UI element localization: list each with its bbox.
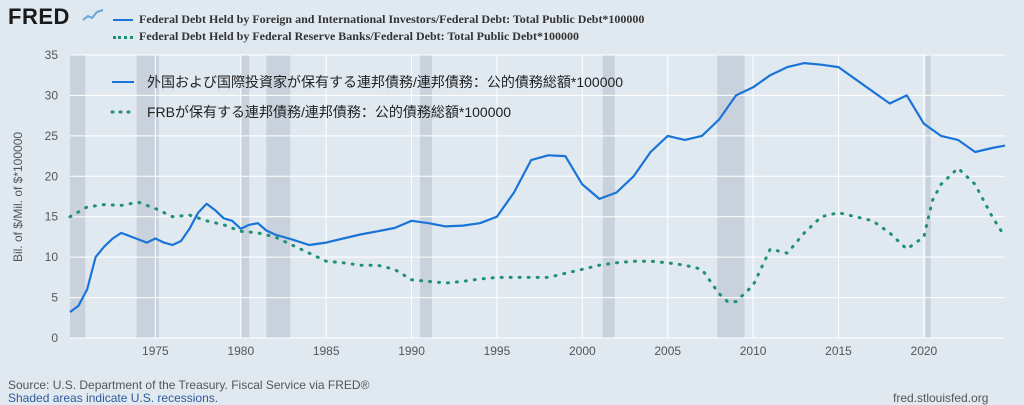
source-note: Source: U.S. Department of the Treasury.… bbox=[8, 378, 370, 392]
recession-band bbox=[240, 55, 250, 338]
legend-entry-foreign[interactable]: Federal Debt Held by Foreign and Interna… bbox=[113, 12, 644, 27]
x-tick-label: 2015 bbox=[825, 344, 852, 358]
x-tick-label: 1990 bbox=[398, 344, 425, 358]
x-tick-label: 1985 bbox=[313, 344, 340, 358]
y-tick-label: 20 bbox=[45, 169, 59, 183]
recession-band bbox=[420, 55, 433, 338]
x-tick-label: 2020 bbox=[911, 344, 938, 358]
y-tick-label: 0 bbox=[51, 331, 58, 345]
y-tick-label: 5 bbox=[51, 291, 58, 305]
legend-swatch-solid bbox=[113, 19, 133, 22]
plot-area bbox=[70, 55, 1005, 338]
recession-band bbox=[925, 55, 931, 338]
inner-legend-label-fed: FRBが保有する連邦債務/連邦債務：公的債務総額*100000 bbox=[147, 104, 511, 120]
x-tick-label: 1980 bbox=[227, 344, 254, 358]
legend-label-fed: Federal Debt Held by Federal Reserve Ban… bbox=[139, 29, 579, 43]
x-tick-label: 1975 bbox=[142, 344, 169, 358]
inner-legend: 外国および国際投資家が保有する連邦債務/連邦債務：公的債務総額*100000 F… bbox=[110, 74, 623, 120]
series-line-fed[interactable] bbox=[68, 166, 1007, 304]
legend-label-foreign: Federal Debt Held by Foreign and Interna… bbox=[139, 12, 645, 26]
x-tick-label: 2000 bbox=[569, 344, 596, 358]
inner-legend-label-foreign: 外国および国際投資家が保有する連邦債務/連邦債務：公的債務総額*100000 bbox=[147, 74, 623, 90]
site-link[interactable]: fred.stlouisfed.org bbox=[893, 391, 989, 405]
series-line-foreign[interactable] bbox=[69, 61, 1006, 313]
y-tick-label: 30 bbox=[45, 88, 59, 102]
recession-band bbox=[266, 55, 291, 338]
x-tick-label: 2005 bbox=[654, 344, 681, 358]
legend-swatch-dotted bbox=[113, 35, 133, 39]
recession-note-link[interactable]: Shaded areas indicate U.S. recessions. bbox=[8, 391, 219, 405]
recession-band bbox=[70, 55, 86, 338]
x-tick-label: 1995 bbox=[484, 344, 511, 358]
y-tick-label: 15 bbox=[45, 210, 59, 224]
y-tick-label: 35 bbox=[45, 48, 59, 62]
legend-entry-fed[interactable]: Federal Debt Held by Federal Reserve Ban… bbox=[113, 29, 579, 44]
fred-logo-graph-icon bbox=[82, 8, 104, 22]
recession-band bbox=[136, 55, 159, 338]
y-tick-label: 25 bbox=[45, 129, 59, 143]
fred-logo[interactable]: FRED bbox=[8, 4, 70, 29]
x-tick-label: 2010 bbox=[740, 344, 767, 358]
y-tick-label: 10 bbox=[45, 250, 59, 264]
y-axis-label: Bil. of $/Mil. of $*100000 bbox=[11, 132, 25, 262]
